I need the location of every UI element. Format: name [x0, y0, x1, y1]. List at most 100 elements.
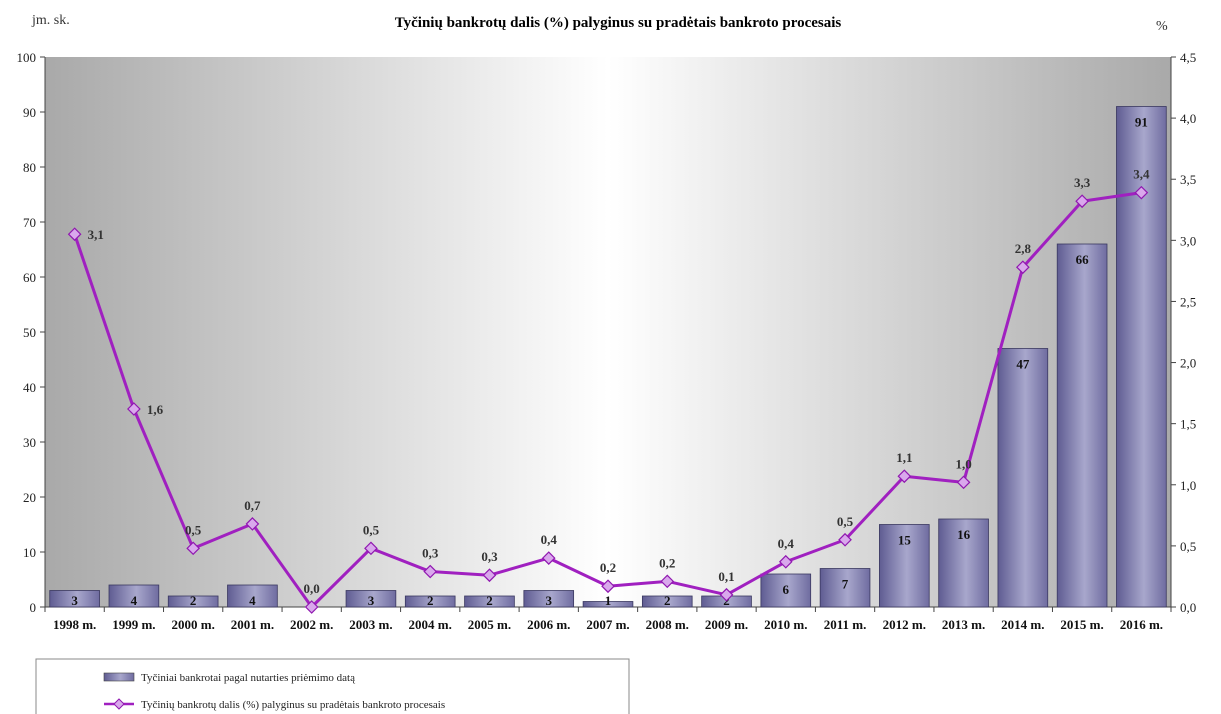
x-tick-label: 1998 m.	[53, 617, 96, 632]
line-marker	[1134, 185, 1149, 200]
bar-value-label: 4	[249, 593, 256, 608]
x-tick-label: 2006 m.	[527, 617, 570, 632]
left-tick-label: 80	[23, 160, 36, 175]
x-tick-label: 2004 m.	[409, 617, 452, 632]
right-tick-label: 3,0	[1180, 233, 1196, 248]
x-tick-label: 2015 m.	[1060, 617, 1103, 632]
x-axis-ticks: 1998 m. 1999 m. 2000 m. 2001 m. 2002 m. 2003 …	[44, 607, 1172, 632]
line-marker	[778, 554, 793, 569]
bar	[760, 573, 812, 608]
line-marker	[897, 469, 912, 484]
right-axis-unit: %	[1156, 19, 1168, 34]
right-tick-label: 4,5	[1180, 50, 1196, 65]
x-tick-label: 2005 m.	[468, 617, 511, 632]
line-marker	[719, 587, 734, 602]
line-value-label: 1,1	[896, 450, 912, 465]
bar	[997, 348, 1049, 608]
x-tick-label: 2012 m.	[883, 617, 926, 632]
line-marker	[482, 568, 497, 583]
x-tick-label: 2008 m.	[646, 617, 689, 632]
bar	[879, 524, 930, 608]
right-tick-label: 0,0	[1180, 600, 1196, 615]
x-tick-label: 2010 m.	[764, 617, 807, 632]
legend-bar-swatch	[103, 672, 135, 682]
left-tick-label: 10	[23, 545, 36, 560]
legend-box	[35, 658, 630, 714]
line-value-label: 3,4	[1133, 167, 1150, 182]
legend-bar-label: Tyčiniai bankrotai pagal nutarties priėm…	[141, 672, 355, 684]
bar-value-label: 6	[783, 582, 790, 597]
bar-value-label: 3	[368, 593, 375, 608]
x-tick-label: 2003 m.	[349, 617, 392, 632]
bar	[108, 584, 160, 608]
bar	[523, 590, 575, 608]
line-marker	[1075, 194, 1089, 209]
bar-value-label: 7	[842, 577, 849, 592]
bar	[819, 568, 871, 608]
right-tick-label: 2,0	[1180, 356, 1196, 371]
right-tick-label: 0,5	[1180, 539, 1196, 554]
bar	[49, 590, 100, 608]
line-marker	[1015, 260, 1030, 275]
line-value-label: 2,8	[1015, 241, 1032, 256]
line-marker	[67, 227, 82, 242]
left-tick-label: 60	[23, 270, 36, 285]
line-series: 3,1 1,6 0,5 0,7 0,0 0,5 0,3 0,3 0,4 0,2 0,2 0,1 0,4 0…	[67, 167, 1150, 614]
bar	[641, 595, 693, 608]
bar-value-label: 47	[1016, 357, 1030, 372]
bar-value-label: 15	[898, 533, 912, 548]
left-tick-label: 90	[23, 105, 36, 120]
line-value-label: 0,4	[778, 536, 795, 551]
bar-value-label: 2	[190, 593, 197, 608]
bar	[464, 595, 515, 608]
left-tick-label: 0	[30, 600, 37, 615]
right-tick-label: 4,0	[1180, 111, 1196, 126]
bar-value-label: 1	[605, 593, 612, 608]
bar-value-label: 66	[1076, 252, 1090, 267]
line-value-label: 1,0	[955, 456, 971, 471]
bar-value-label: 91	[1135, 115, 1148, 130]
bar	[167, 595, 219, 608]
line-value-label: 0,5	[363, 522, 380, 537]
bar	[227, 584, 278, 608]
bar-value-label: 2	[486, 593, 493, 608]
left-tick-label: 70	[23, 215, 36, 230]
line-value-label: 0,7	[244, 498, 261, 513]
line-marker	[423, 564, 438, 579]
x-tick-label: 2001 m.	[231, 617, 274, 632]
line-value-label: 0,2	[600, 560, 616, 575]
legend-line-marker	[113, 698, 125, 710]
right-tick-label: 3,5	[1180, 172, 1196, 187]
chart-title: Tyčinių bankrotų dalis (%) palyginus su …	[395, 15, 842, 31]
x-tick-label: 2007 m.	[586, 617, 629, 632]
line-value-label: 0,5	[837, 514, 854, 529]
x-tick-label: 2016 m.	[1120, 617, 1163, 632]
line-value-label: 0,1	[718, 569, 734, 584]
right-tick-label: 1,0	[1180, 478, 1196, 493]
left-tick-label: 20	[23, 490, 36, 505]
line-marker	[186, 541, 201, 556]
x-tick-label: 2009 m.	[705, 617, 748, 632]
line-value-label: 0,0	[304, 581, 320, 596]
legend: Tyčiniai bankrotai pagal nutarties priėm…	[35, 658, 630, 714]
left-tick-label: 100	[17, 50, 37, 65]
line-value-label: 0,5	[185, 522, 202, 537]
x-tick-label: 2000 m.	[171, 617, 214, 632]
line-marker	[541, 551, 556, 565]
left-axis-unit: jm. sk.	[31, 13, 70, 28]
bar-value-label: 4	[131, 593, 138, 608]
line-marker	[838, 532, 852, 547]
line-value-label: 0,3	[481, 549, 498, 564]
bar	[1056, 243, 1108, 608]
plot-background	[45, 57, 1171, 607]
bar	[404, 595, 456, 608]
bar	[345, 590, 397, 608]
legend-line-label: Tyčinių bankrotų dalis (%) palyginus su …	[141, 699, 445, 711]
line-marker	[601, 579, 615, 594]
line-marker	[304, 600, 319, 614]
bar-value-label: 16	[957, 527, 971, 542]
line-value-label: 3,3	[1074, 175, 1091, 190]
left-tick-label: 50	[23, 325, 36, 340]
line-marker	[660, 574, 675, 589]
